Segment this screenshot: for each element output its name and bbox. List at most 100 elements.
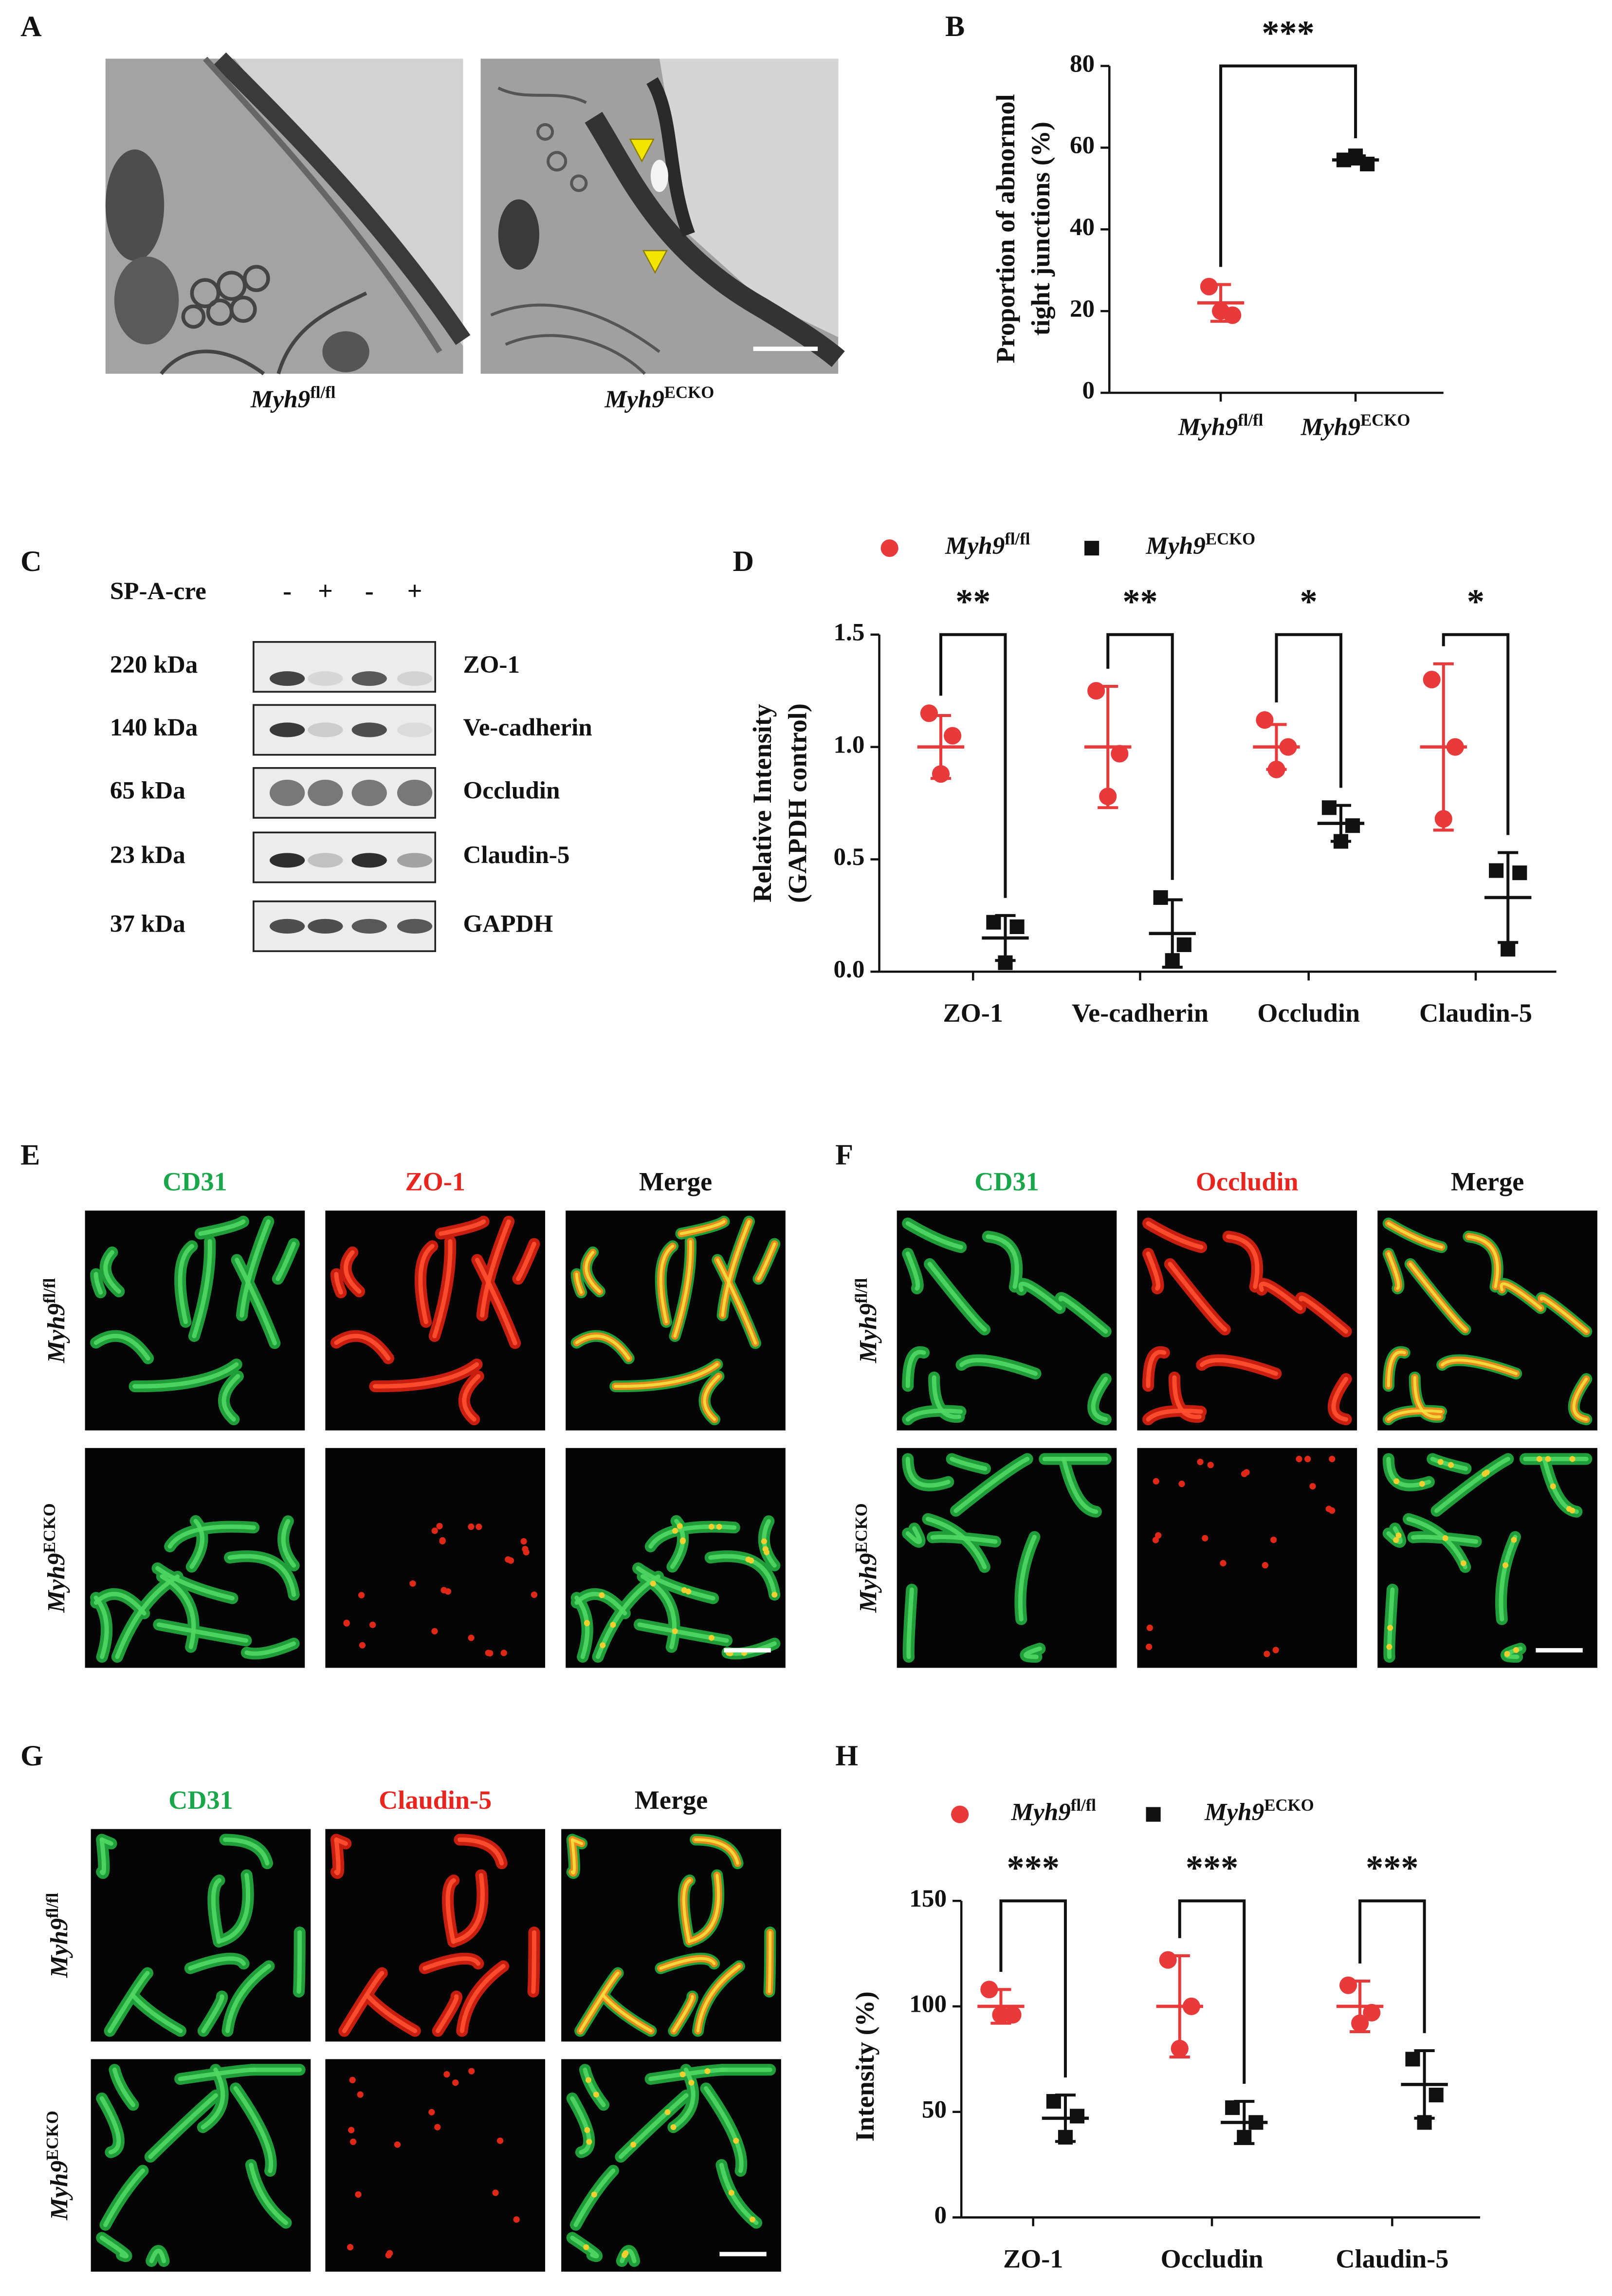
puncta [1309, 1483, 1316, 1490]
micrograph [1137, 1448, 1357, 1668]
y-tick-label: 0 [1082, 377, 1095, 404]
puncta [1393, 1537, 1399, 1543]
vessel [696, 1965, 741, 2033]
vessel [1539, 1296, 1588, 1333]
puncta [1502, 1562, 1509, 1568]
puncta [507, 1557, 514, 1564]
genotype-label: Myh9fl/fl [250, 383, 336, 413]
puncta [439, 1537, 446, 1544]
significance-bracket [939, 633, 1007, 898]
puncta [708, 1635, 714, 1641]
error-bar [1266, 723, 1287, 771]
genotype-superscript: fl/fl [310, 383, 336, 402]
vessel [932, 1375, 961, 1419]
puncta [428, 2109, 435, 2115]
puncta [1220, 1560, 1227, 1567]
blot-band [397, 918, 433, 934]
vessel [1146, 1350, 1167, 1388]
puncta [1545, 1456, 1551, 1462]
protein-label: GAPDH [463, 910, 553, 938]
legend-label: Myh9ECKO [1146, 529, 1256, 559]
vessel [108, 1971, 150, 2033]
puncta [1146, 1643, 1153, 1650]
data-point [1339, 1976, 1357, 1994]
vessel [233, 2086, 274, 2173]
puncta [677, 1523, 683, 1529]
vessel [188, 1956, 246, 1971]
puncta [679, 2071, 686, 2077]
genotype-label: Myh9ECKO [40, 1503, 70, 1613]
data-point [1363, 2003, 1381, 2022]
vessel [1226, 1234, 1260, 1289]
vessel [986, 1234, 1019, 1289]
puncta [434, 2124, 441, 2131]
genotype-name: Myh9 [854, 1304, 882, 1363]
legend-name: Myh9 [945, 532, 1005, 560]
puncta [599, 1592, 605, 1598]
genotype-superscript: ECKO [1360, 411, 1410, 430]
puncta [349, 2138, 357, 2145]
puncta [716, 1524, 722, 1530]
vessel [570, 2235, 599, 2259]
vessel [103, 2168, 145, 2227]
y-tick-label: 80 [1070, 50, 1095, 77]
puncta [523, 1549, 530, 1556]
vessel [721, 1220, 751, 1317]
blot-band [351, 853, 387, 868]
puncta [763, 1549, 769, 1555]
blot-band [270, 918, 305, 934]
vessel [439, 1219, 486, 1236]
data-point [944, 727, 962, 745]
vessel [1146, 1221, 1204, 1249]
data-point [1159, 1951, 1177, 1969]
vessel [703, 1375, 720, 1421]
significance-label: * [1300, 582, 1318, 621]
error-bar [1433, 662, 1454, 832]
micrograph-background [1137, 1448, 1357, 1668]
genotype-superscript: ECKO [852, 1503, 871, 1553]
blot-band [308, 779, 343, 807]
error-bar [1162, 898, 1183, 969]
vessel [516, 1242, 536, 1281]
puncta [1152, 1537, 1159, 1543]
vessel [905, 1456, 951, 1488]
vessel [1387, 1409, 1443, 1421]
puncta [664, 2109, 671, 2115]
puncta [749, 2216, 755, 2223]
blot-row [253, 641, 437, 693]
protein-label: ZO-1 [463, 651, 520, 679]
protein-label: Ve-cadherin [463, 714, 592, 741]
genotype-label: Myh9fl/fl [852, 1278, 882, 1363]
puncta [771, 1592, 778, 1598]
puncta [1504, 1651, 1510, 1657]
vessel [930, 1534, 998, 1544]
puncta [761, 1538, 767, 1544]
micrograph [561, 1829, 781, 2042]
puncta [593, 2092, 599, 2098]
vessel [148, 2093, 219, 2159]
vessel [211, 1878, 222, 1944]
vessel [618, 2093, 689, 2159]
genotype-name: Myh9 [250, 386, 310, 413]
genotype-name: Myh9 [1301, 413, 1360, 441]
micrograph [566, 1448, 786, 1668]
puncta [650, 1580, 656, 1587]
genotype-superscript: ECKO [40, 1503, 59, 1553]
vessel [1413, 1376, 1442, 1418]
error-bar [995, 914, 1016, 962]
vessel [365, 1993, 418, 2033]
vessel [436, 1994, 459, 2033]
lane-label: - [365, 576, 374, 606]
y-axis-label: Intensity (%) [850, 1991, 879, 2142]
blot-band [308, 918, 343, 934]
micrograph [1377, 1211, 1597, 1431]
vessel [281, 1519, 296, 1568]
vessel [1387, 1587, 1395, 1659]
vessel [1467, 1235, 1499, 1288]
channel-label: CD31 [163, 1167, 227, 1196]
data-point [1200, 277, 1218, 295]
legend-label: Myh9fl/fl [945, 529, 1030, 559]
puncta [468, 2068, 475, 2075]
puncta [443, 2071, 450, 2078]
vessel [1434, 1456, 1510, 1513]
